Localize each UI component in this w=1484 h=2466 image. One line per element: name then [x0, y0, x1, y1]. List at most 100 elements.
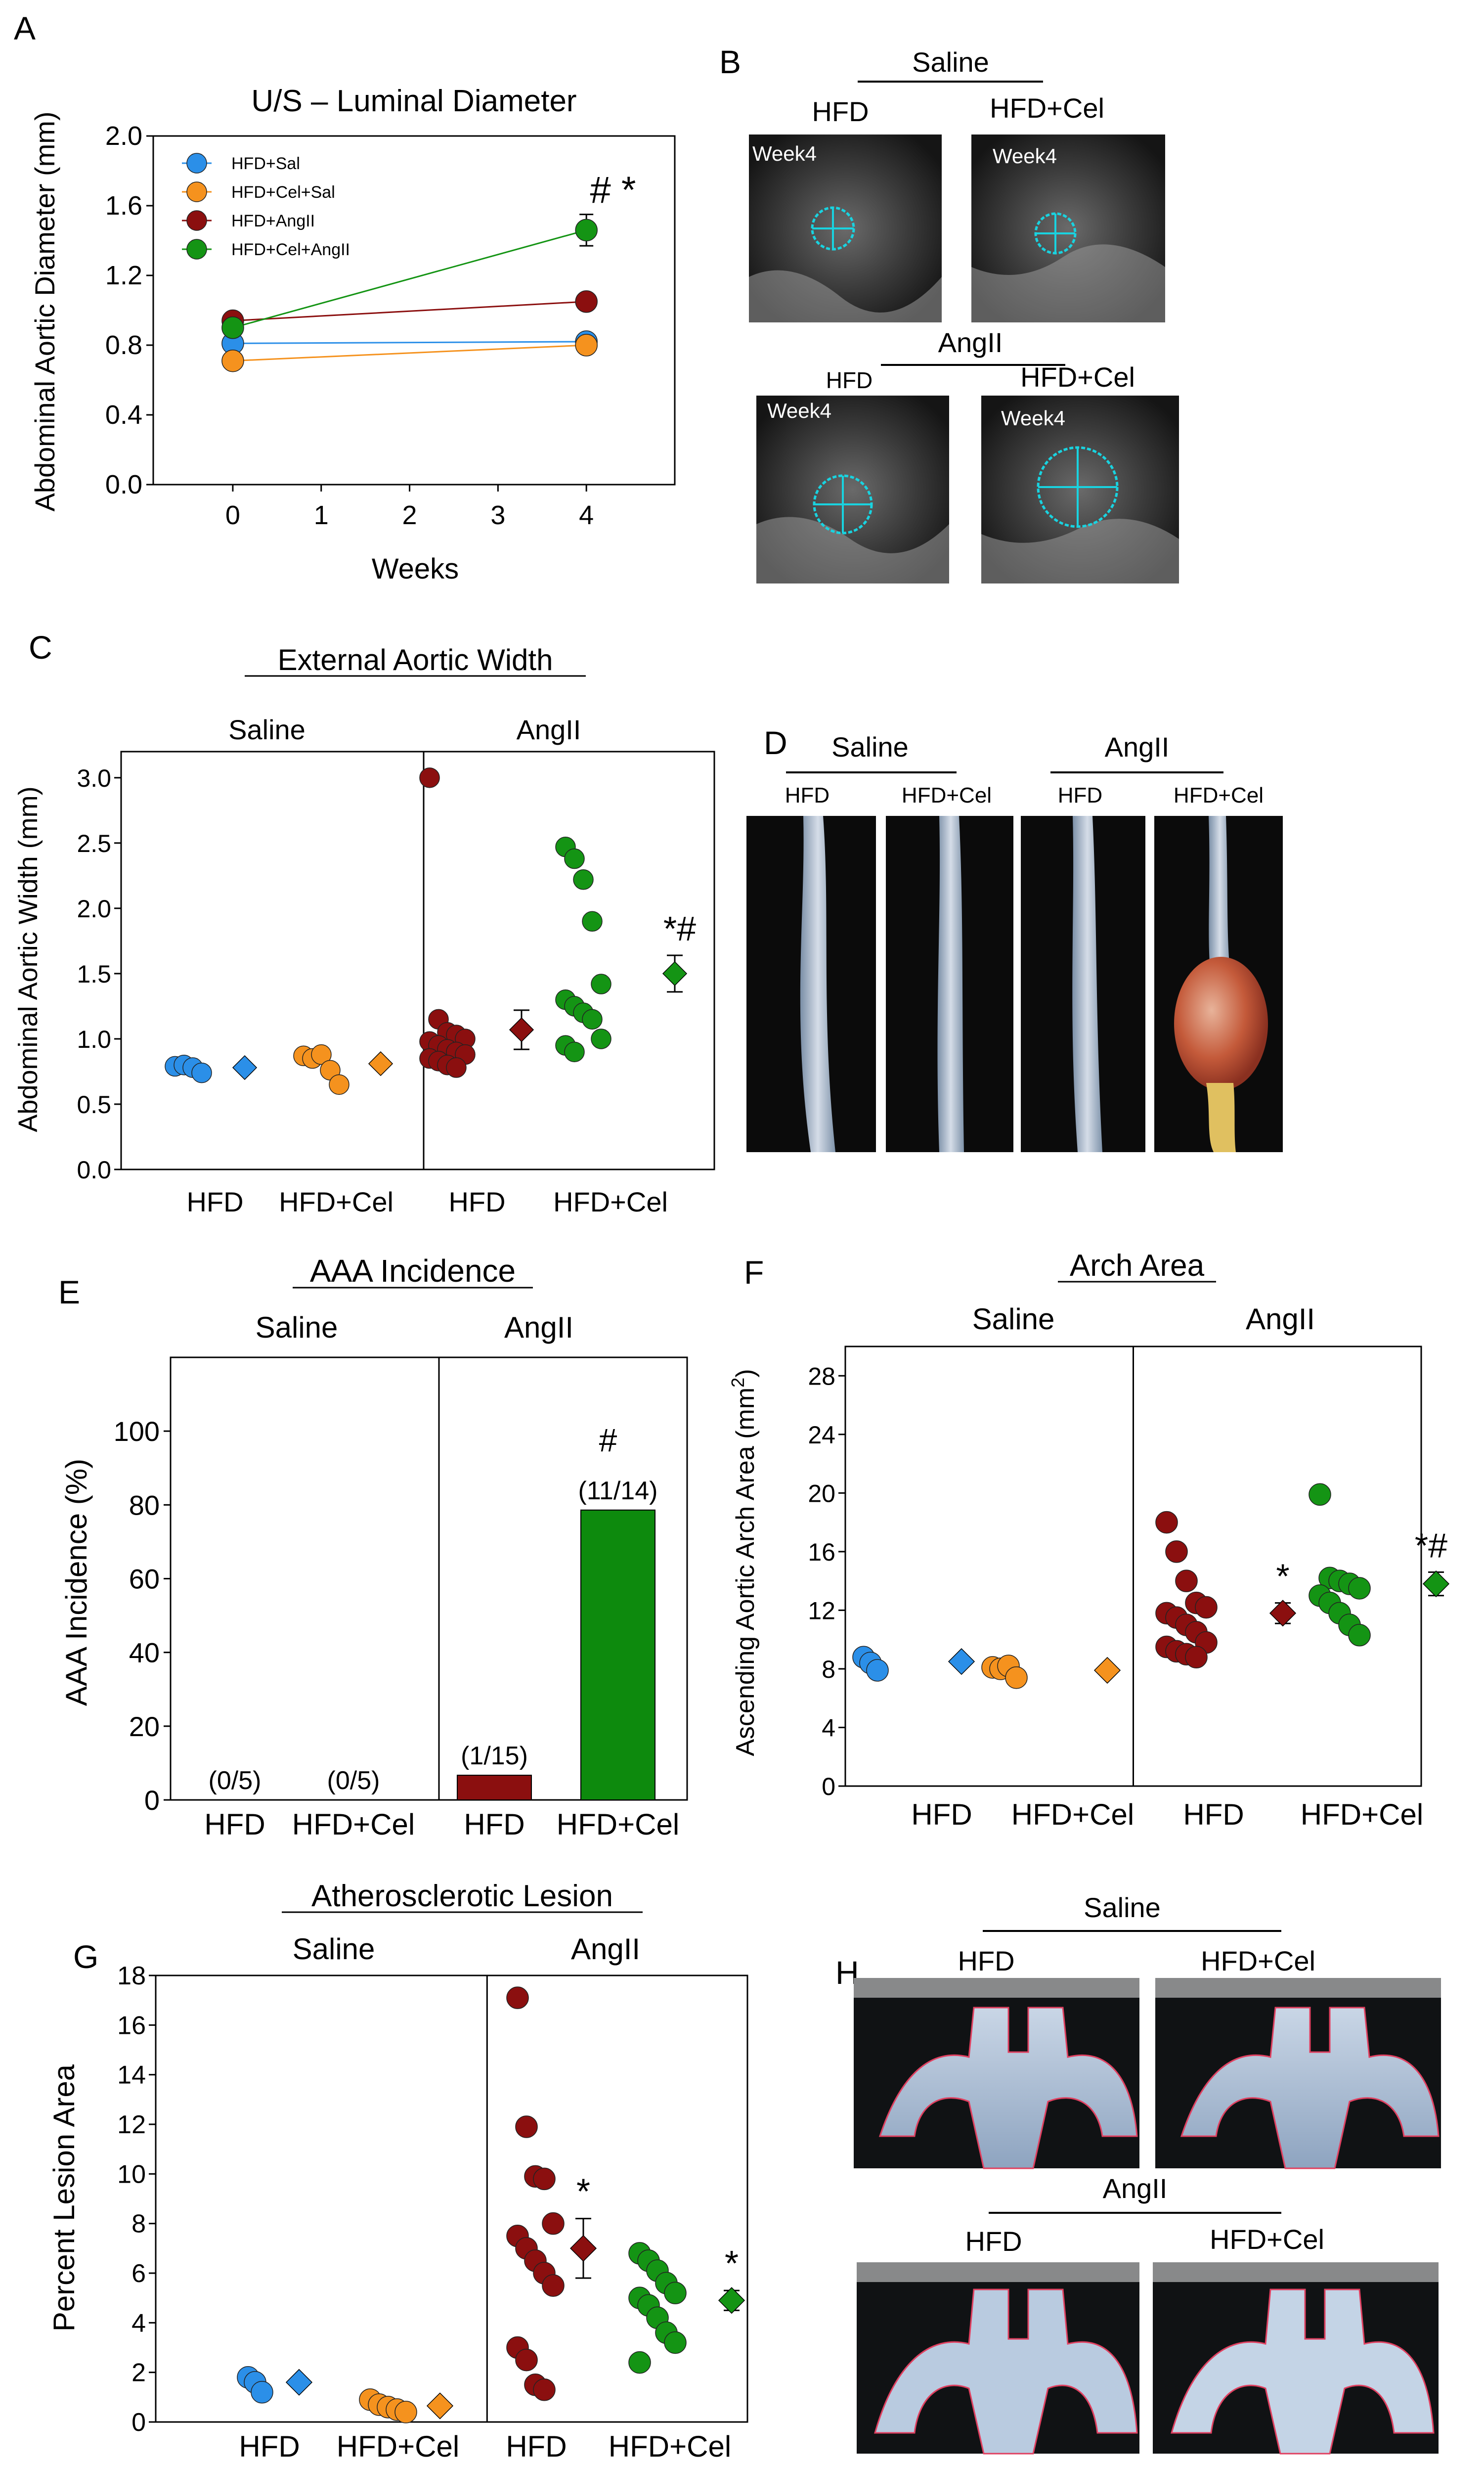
chart-title: Atherosclerotic Lesion	[311, 1879, 613, 1913]
data-point	[591, 1029, 611, 1049]
data-point	[311, 1044, 332, 1065]
y-tick-label: 40	[129, 1637, 160, 1668]
chart-atherosclerotic-lesion: 0 2 4 6 8 10 12 14 16 18 Atherosclerotic Lesion Sal…	[47, 1879, 748, 2463]
us-texture	[981, 519, 1179, 583]
panel-letter-a: A	[14, 10, 36, 46]
data-point	[542, 2212, 565, 2235]
data-point	[628, 2351, 651, 2374]
data-point	[573, 869, 594, 890]
data-point	[1175, 1569, 1198, 1592]
y-tick-label: 3.0	[77, 764, 111, 792]
y-axis-label: Abdominal Aortic Width (mm)	[13, 786, 43, 1132]
y-axis-label: Ascending Aortic Arch Area (mm2)	[728, 1369, 760, 1756]
chart-title: AAA Incidence	[310, 1253, 516, 1289]
y-tick-label: 0.4	[105, 400, 142, 430]
group-label: Saline	[228, 714, 306, 745]
group-label: Saline	[972, 1302, 1055, 1336]
y-tick-label: 2.0	[105, 121, 142, 151]
y-tick-label: 0.8	[105, 330, 142, 360]
data-point	[575, 290, 598, 313]
data-point	[533, 2167, 556, 2191]
panel-letter-b: B	[719, 44, 741, 80]
y-tick-label: 16	[117, 2011, 146, 2040]
chart-title: External Aortic Width	[278, 643, 553, 676]
group-mean-marker	[232, 1055, 258, 1080]
x-tick-label: 0	[225, 500, 240, 530]
y-tick-label: 28	[808, 1362, 835, 1390]
significance-marker: *#	[1415, 1526, 1447, 1565]
x-tick-label: 2	[402, 500, 417, 530]
panel-b-label-hfd-saline: HFD	[812, 96, 869, 127]
panel-d-group-saline: Saline	[831, 731, 909, 762]
x-axis-label: Weeks	[372, 553, 459, 585]
plot-frame	[152, 135, 676, 486]
y-tick-label: 0.0	[105, 470, 142, 499]
us-tag: Week4	[752, 142, 817, 165]
y-tick-label: 6	[131, 2259, 146, 2288]
us-texture	[749, 270, 942, 322]
panel-d-label-hfd-angii: HFD	[1058, 783, 1102, 807]
y-tick-label: 2.5	[77, 830, 111, 857]
significance-marker: #	[599, 1422, 617, 1458]
aorta-vessel	[1209, 816, 1231, 979]
data-point	[591, 974, 611, 994]
y-tick-label: 2.0	[77, 895, 111, 923]
series-line-1	[232, 344, 587, 362]
x-category-label: HFD+Cel	[553, 1186, 668, 1217]
group-mean-marker	[569, 2235, 597, 2262]
panel-h-arch-photos: Saline HFD HFD+Cel AngII HFD HFD+Cel	[854, 1892, 1441, 2455]
panel-letter-d: D	[764, 724, 787, 761]
group-mean-marker	[718, 2287, 745, 2314]
bar-data-label: (1/15)	[461, 1742, 528, 1770]
aorta-vessel	[800, 816, 835, 1152]
x-category-label: HFD+Cel	[1011, 1798, 1134, 1831]
y-tick-label: 0	[131, 2408, 146, 2437]
data-point	[664, 2282, 687, 2304]
y-tick-label: 0.0	[77, 1156, 111, 1184]
data-point	[1195, 1596, 1218, 1619]
y-axis-label-superscript: 2	[728, 1378, 748, 1388]
x-category-label: HFD	[239, 2430, 300, 2463]
x-category-label: HFD	[448, 1186, 505, 1217]
data-point	[1309, 1483, 1331, 1506]
panel-h-label-hfdcel-angii: HFD+Cel	[1210, 2224, 1324, 2255]
bar-data-label: (11/14)	[578, 1477, 658, 1505]
panel-d-group-angii: AngII	[1105, 731, 1170, 762]
series-line-0	[232, 341, 587, 344]
chart-luminal-diameter: 0.0 0.4 0.8 1.2 1.6 2.0 0 1 2 3 4 U/S – Luminal Dia…	[29, 84, 676, 585]
x-category-label: HFD	[1183, 1798, 1244, 1831]
data-point	[575, 219, 598, 242]
data-point	[542, 2274, 565, 2297]
panel-h-label-hfd-angii: HFD	[965, 2226, 1022, 2257]
chart-arch-area: 0 4 8 12 16 20 24 28 Arch Area Saline AngII HFD HFD+…	[728, 1249, 1450, 1831]
group-mean-marker	[285, 2369, 313, 2396]
us-tag: Week4	[1001, 406, 1065, 430]
y-tick-label: 8	[822, 1656, 835, 1683]
significance-marker: *	[576, 2172, 590, 2212]
y-tick-label: 0	[144, 1785, 160, 1816]
plot-frame	[155, 1974, 748, 2423]
data-point	[1005, 1666, 1028, 1689]
data-point	[1348, 1624, 1371, 1647]
x-category-label: HFD	[204, 1808, 265, 1841]
significance-marker: *#	[663, 909, 696, 948]
legend-label: HFD+AngII	[231, 212, 315, 230]
series-line-3	[232, 229, 587, 329]
y-tick-label: 2	[131, 2359, 146, 2387]
data-point	[329, 1074, 349, 1095]
y-tick-label: 4	[131, 2309, 146, 2337]
group-mean-marker	[662, 961, 688, 986]
data-point	[533, 2378, 556, 2401]
x-category-label: HFD+Cel	[1301, 1798, 1423, 1831]
y-tick-label: 60	[129, 1564, 160, 1595]
plot-frame	[120, 751, 715, 1170]
data-point	[1185, 1646, 1208, 1668]
significance-marker: *	[725, 2244, 739, 2284]
arch-photo-hfdcel-saline	[1155, 1978, 1441, 2169]
data-point	[221, 349, 244, 372]
x-category-label: HFD+Cel	[557, 1808, 679, 1841]
y-tick-label: 1.2	[105, 261, 142, 290]
data-point	[394, 2401, 417, 2423]
panel-d-aorta-photos: Saline AngII HFD HFD+Cel HFD HFD+Cel	[746, 731, 1283, 1152]
